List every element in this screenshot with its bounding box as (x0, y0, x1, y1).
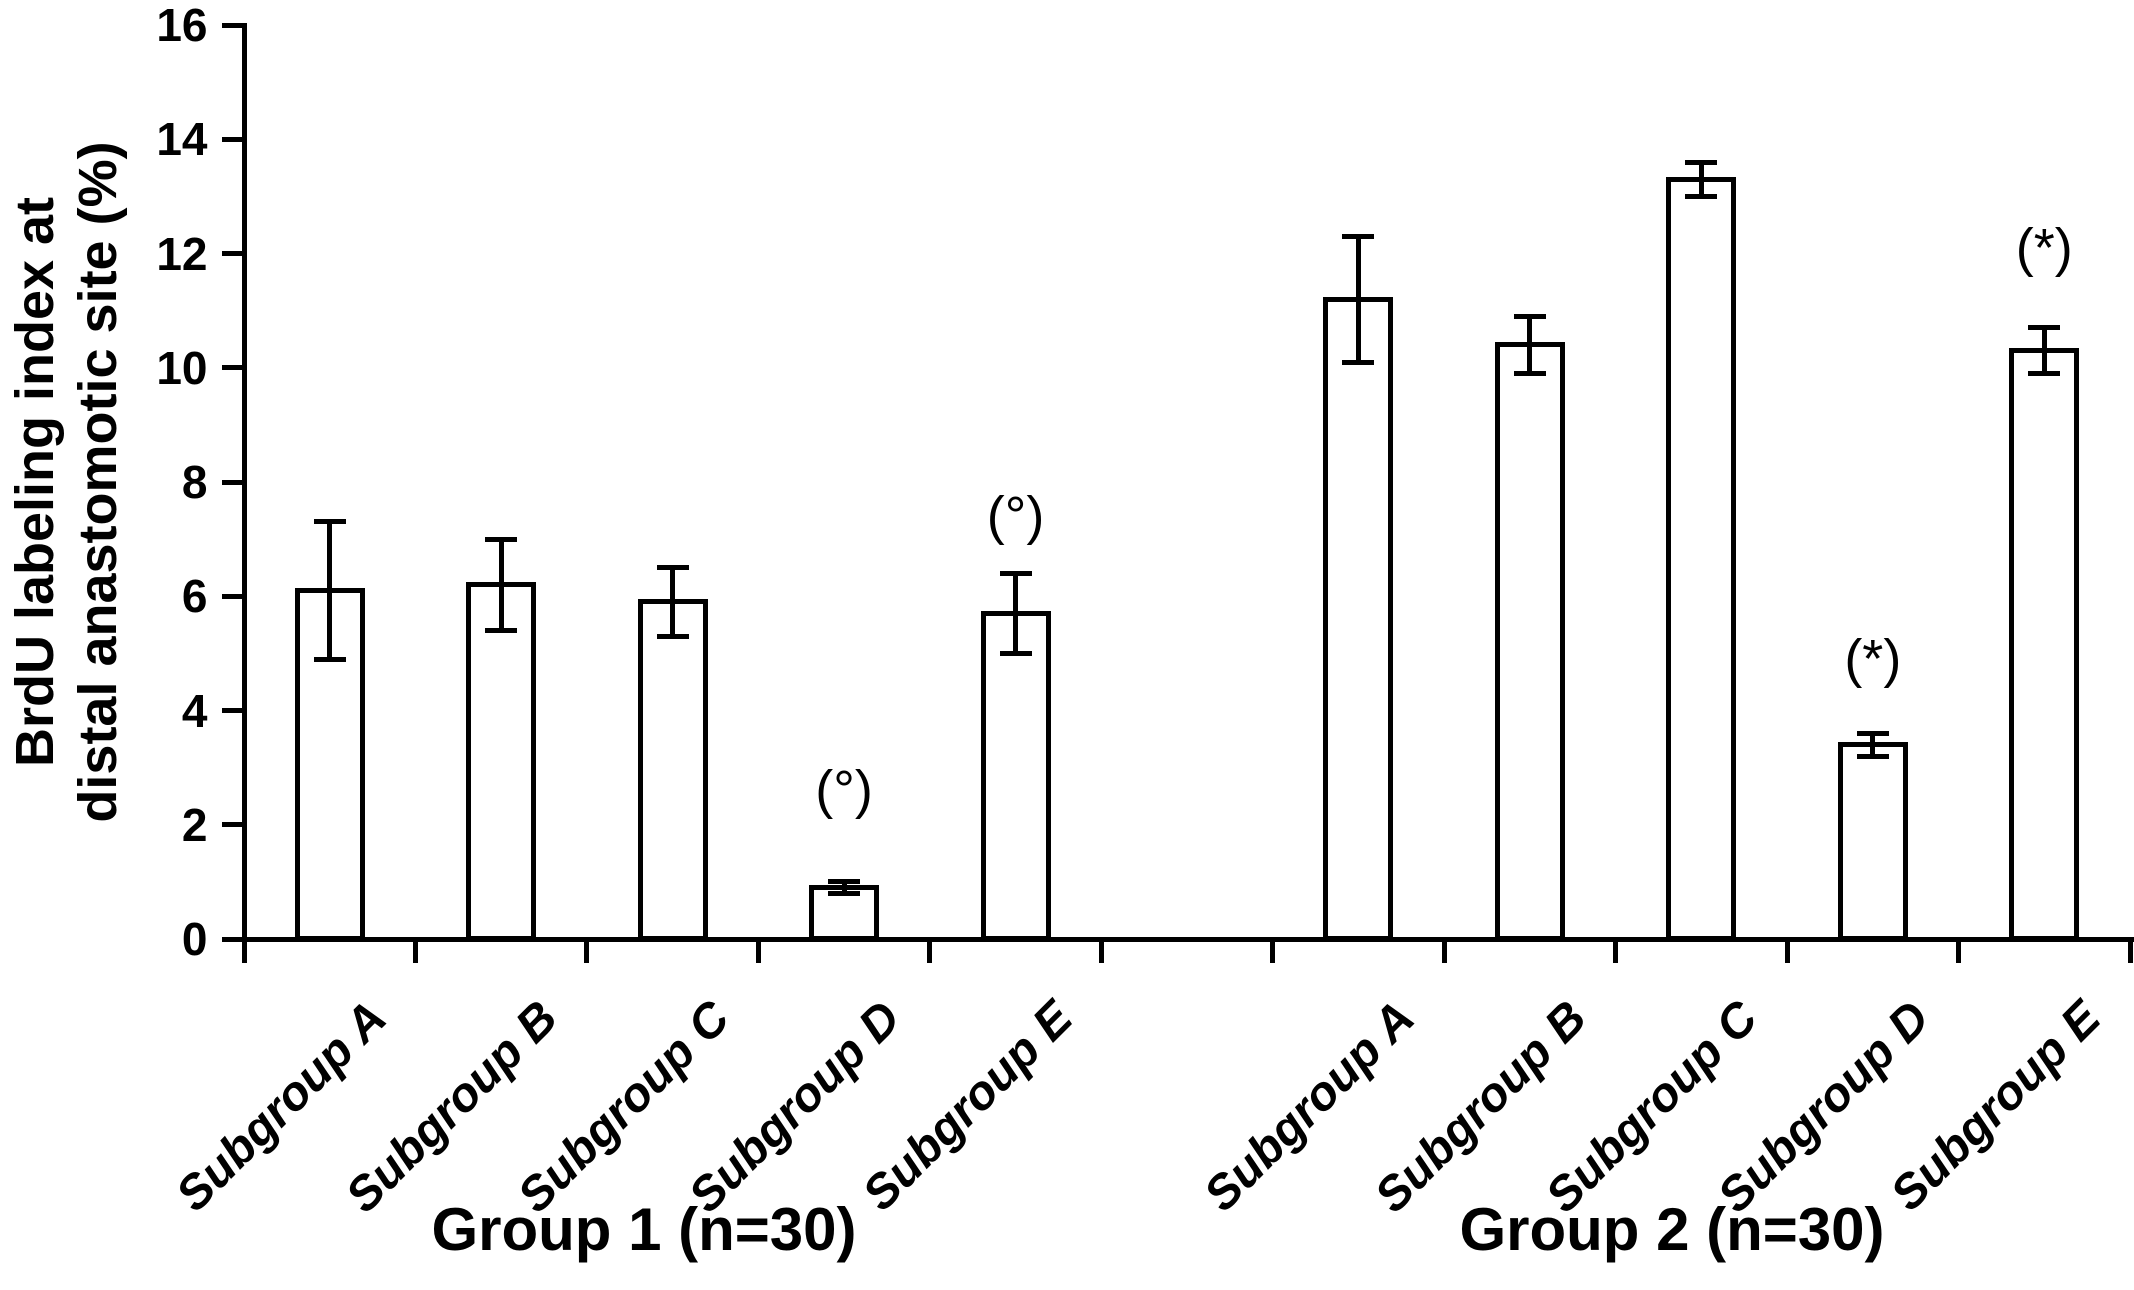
y-tick-14 (221, 136, 242, 142)
error-bar-line-g1-subgroup-b (498, 536, 504, 634)
bar-g2-subgroup-c (1666, 176, 1737, 942)
error-bar-line-g2-subgroup-d (1870, 730, 1876, 759)
x-tick-1 (412, 940, 418, 963)
bar-g1-subgroup-e (980, 610, 1051, 942)
x-tick-5 (1098, 940, 1104, 963)
error-bar-bottom-cap-g2-subgroup-a (1342, 359, 1375, 365)
error-bar-bottom-cap-g1-subgroup-e (999, 650, 1032, 656)
error-bar-line-g2-subgroup-b (1527, 313, 1533, 376)
significance-annotation-g1-subgroup-e: (°) (986, 486, 1045, 547)
error-bar-top-cap-g1-subgroup-d (828, 879, 861, 885)
y-tick-8 (221, 479, 242, 485)
x-tick-9 (1784, 940, 1790, 963)
significance-annotation-g2-subgroup-e: (*) (2015, 217, 2073, 278)
y-tick-label-8: 8 (181, 456, 208, 508)
error-bar-top-cap-g2-subgroup-b (1513, 313, 1546, 319)
x-tick-10 (1956, 940, 1962, 963)
y-tick-16 (221, 22, 242, 28)
y-tick-label-14: 14 (156, 113, 208, 166)
error-bar-top-cap-g1-subgroup-c (656, 565, 689, 571)
error-bar-line-g2-subgroup-c (1698, 159, 1704, 199)
error-bar-top-cap-g2-subgroup-a (1342, 233, 1375, 239)
bar-g2-subgroup-e (2009, 348, 2080, 942)
group-label-2: Group 2 (n=30) (1459, 1196, 1885, 1263)
error-bar-line-g2-subgroup-a (1355, 233, 1361, 365)
error-bar-bottom-cap-g1-subgroup-c (656, 633, 689, 639)
y-tick-10 (221, 365, 242, 371)
group-label-1: Group 1 (n=30) (431, 1196, 857, 1263)
bar-g2-subgroup-b (1494, 342, 1565, 942)
error-bar-bottom-cap-g2-subgroup-e (2028, 370, 2061, 376)
bar-g2-subgroup-d (1837, 742, 1908, 942)
error-bar-top-cap-g1-subgroup-a (313, 519, 346, 525)
y-tick-label-10: 10 (156, 341, 208, 394)
x-tick-2 (584, 940, 590, 963)
error-bar-line-g1-subgroup-a (327, 519, 333, 662)
x-tick-4 (927, 940, 933, 963)
x-tick-0 (241, 940, 247, 963)
error-bar-top-cap-g2-subgroup-c (1685, 159, 1718, 165)
y-tick-6 (221, 593, 242, 599)
x-tick-11 (2127, 940, 2133, 963)
error-bar-bottom-cap-g2-subgroup-b (1513, 370, 1546, 376)
x-tick-6 (1270, 940, 1276, 963)
error-bar-line-g1-subgroup-d (841, 879, 847, 896)
x-tick-7 (1441, 940, 1447, 963)
bar-g2-subgroup-a (1323, 296, 1394, 942)
error-bar-top-cap-g1-subgroup-b (485, 536, 518, 542)
error-bar-top-cap-g2-subgroup-d (1856, 730, 1889, 736)
y-axis-spine (241, 23, 247, 942)
significance-annotation-g2-subgroup-d: (*) (1844, 629, 1902, 690)
y-tick-label-6: 6 (181, 570, 208, 623)
error-bar-line-g2-subgroup-e (2041, 325, 2047, 376)
y-tick-12 (221, 251, 242, 256)
bar-g1-subgroup-c (637, 599, 708, 942)
error-bar-bottom-cap-g1-subgroup-a (313, 656, 346, 662)
y-tick-4 (221, 708, 242, 713)
error-bar-top-cap-g2-subgroup-e (2028, 325, 2061, 331)
error-bar-bottom-cap-g2-subgroup-c (1685, 193, 1718, 199)
y-tick-label-2: 2 (181, 798, 208, 851)
bar-g1-subgroup-d (809, 885, 880, 942)
error-bar-top-cap-g1-subgroup-e (999, 570, 1032, 576)
y-tick-label-16: 16 (156, 0, 208, 51)
x-axis-baseline (241, 936, 2134, 942)
y-tick-label-12: 12 (156, 227, 208, 280)
x-tick-3 (755, 940, 761, 963)
y-tick-0 (221, 936, 242, 942)
error-bar-line-g1-subgroup-e (1013, 570, 1019, 656)
error-bar-line-g1-subgroup-c (670, 565, 676, 639)
y-tick-label-0: 0 (181, 913, 208, 965)
error-bar-bottom-cap-g1-subgroup-b (485, 628, 518, 634)
error-bar-bottom-cap-g2-subgroup-d (1856, 753, 1889, 759)
x-tick-8 (1613, 940, 1619, 963)
bar-g1-subgroup-b (466, 582, 537, 942)
error-bar-bottom-cap-g1-subgroup-d (828, 890, 861, 896)
significance-annotation-g1-subgroup-d: (°) (815, 760, 873, 821)
y-tick-2 (221, 822, 242, 828)
y-tick-label-4: 4 (181, 684, 208, 737)
